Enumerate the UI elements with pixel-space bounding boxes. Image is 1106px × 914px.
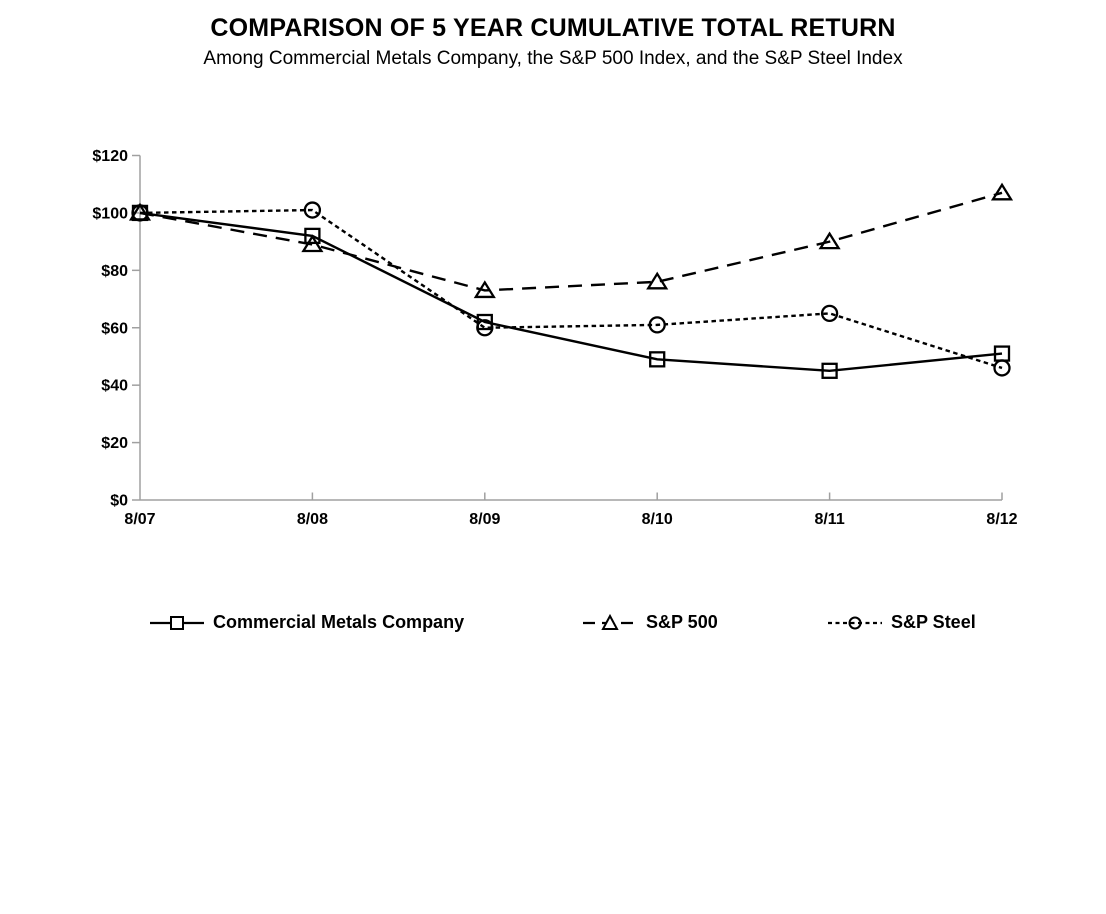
circle-marker bbox=[993, 359, 1011, 377]
series-line-circle bbox=[139, 208, 1003, 370]
legend-item-sp-steel: S&P Steel bbox=[828, 612, 976, 633]
y-tick-label: $100 bbox=[92, 205, 128, 222]
legend-label: S&P Steel bbox=[891, 612, 976, 632]
circle-marker bbox=[303, 201, 322, 219]
legend-label: S&P 500 bbox=[646, 612, 718, 632]
y-tick-label: $80 bbox=[101, 263, 128, 280]
y-tick-label: $120 bbox=[92, 148, 128, 165]
circle-marker bbox=[820, 304, 839, 323]
triangle-marker bbox=[473, 280, 496, 299]
legend-item-commercial-metals: Commercial Metals Company bbox=[150, 612, 464, 633]
circle-marker bbox=[131, 204, 149, 222]
legend-item-sp500: S&P 500 bbox=[583, 612, 718, 633]
chart-header: COMPARISON OF 5 YEAR CUMULATIVE TOTAL RE… bbox=[0, 14, 1106, 70]
legend-label: Commercial Metals Company bbox=[213, 612, 465, 632]
y-tick-label: $0 bbox=[110, 493, 128, 510]
y-tick-label: $40 bbox=[101, 378, 128, 395]
circle-marker bbox=[476, 319, 494, 337]
chart-title: COMPARISON OF 5 YEAR CUMULATIVE TOTAL RE… bbox=[210, 14, 896, 42]
y-tick-label: $60 bbox=[101, 320, 128, 337]
x-tick-label: 8/11 bbox=[814, 511, 844, 528]
chart-subtitle: Among Commercial Metals Company, the S&P… bbox=[203, 48, 903, 69]
x-tick-label: 8/09 bbox=[469, 511, 500, 528]
triangle-marker bbox=[818, 231, 841, 250]
square-marker bbox=[649, 351, 666, 368]
square-marker bbox=[304, 227, 321, 245]
dashed-line-triangle-marker-icon bbox=[583, 613, 637, 630]
series-line-triangle bbox=[139, 191, 1003, 292]
y-tick-label: $20 bbox=[101, 435, 128, 452]
series-line-square bbox=[139, 211, 1003, 373]
triangle-marker bbox=[990, 182, 1014, 201]
dotted-line-circle-marker-icon bbox=[828, 616, 882, 629]
square-marker bbox=[821, 362, 838, 379]
circle-marker bbox=[648, 316, 666, 334]
solid-line-square-marker-icon bbox=[150, 615, 204, 630]
x-tick-label: 8/12 bbox=[986, 511, 1017, 528]
x-tick-label: 8/08 bbox=[297, 511, 328, 528]
x-tick-label: 8/10 bbox=[642, 511, 673, 528]
triangle-marker bbox=[301, 234, 324, 253]
plot-area: $0 $20 $40 $60 $80 $100 $120 8/07 8/08 8/09 8/10 8/… bbox=[92, 148, 1017, 528]
triangle-marker bbox=[646, 271, 669, 290]
x-tick-label: 8/07 bbox=[124, 511, 155, 528]
